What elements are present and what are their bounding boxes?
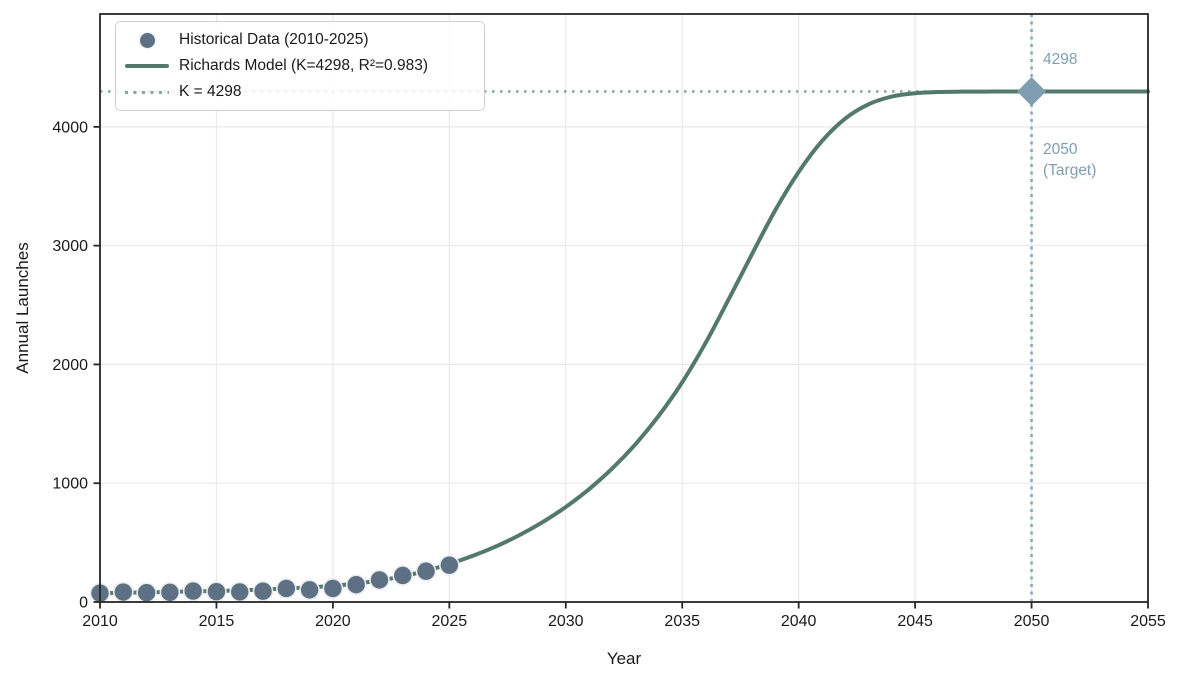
data-point: [439, 554, 460, 576]
data-point: [276, 578, 297, 599]
x-tick-label: 2030: [548, 613, 584, 630]
data-point: [299, 579, 320, 601]
data-point: [345, 574, 367, 595]
x-axis-title: Year: [606, 649, 642, 668]
annotation-target-year: 2050 (Target): [1043, 141, 1097, 179]
scatter-marker-icon: [124, 31, 170, 49]
data-point: [392, 565, 414, 586]
data-point: [136, 582, 157, 604]
x-tick-label: 2055: [1130, 613, 1166, 630]
y-axis-title: Annual Launches: [13, 242, 32, 374]
data-point: [182, 580, 204, 602]
y-tick-label: 3000: [52, 238, 88, 255]
annotation-capacity-value: 4298: [1043, 51, 1078, 68]
legend-label-historical: Historical Data (2010-2025): [179, 31, 369, 48]
legend-item-historical: Historical Data (2010-2025): [124, 27, 476, 53]
data-point: [322, 578, 344, 599]
legend-item-capacity: K = 4298: [124, 79, 476, 105]
x-tick-label: 2050: [1014, 613, 1050, 630]
line-swatch-icon: [124, 63, 170, 69]
x-tick-label: 2010: [82, 613, 118, 630]
x-tick-label: 2045: [897, 613, 933, 630]
legend: Historical Data (2010-2025) Richards Mod…: [115, 21, 485, 111]
x-tick-label: 2040: [781, 613, 817, 630]
y-tick-label: 0: [79, 595, 88, 612]
x-tick-label: 2035: [664, 613, 700, 630]
dotted-line-swatch-icon: [124, 90, 170, 94]
data-point: [415, 560, 437, 582]
target-diamond-marker: [1017, 76, 1047, 106]
data-point: [229, 581, 251, 603]
x-tick-label: 2015: [199, 613, 235, 630]
y-tick-label: 4000: [52, 119, 88, 136]
data-point: [159, 582, 181, 603]
x-tick-label: 2020: [315, 613, 351, 630]
y-tick-label: 1000: [52, 476, 88, 493]
legend-item-model: Richards Model (K=4298, R²=0.983): [124, 53, 476, 79]
data-point: [369, 569, 390, 591]
data-point: [112, 581, 134, 603]
legend-label-capacity: K = 4298: [179, 83, 242, 100]
legend-label-model: Richards Model (K=4298, R²=0.983): [179, 57, 428, 74]
data-point: [252, 580, 274, 602]
model-curve: [98, 89, 1150, 596]
plot-frame: [99, 13, 1149, 603]
data-point: [206, 581, 227, 602]
y-tick-label: 2000: [52, 357, 88, 374]
x-tick-label: 2025: [432, 613, 468, 630]
